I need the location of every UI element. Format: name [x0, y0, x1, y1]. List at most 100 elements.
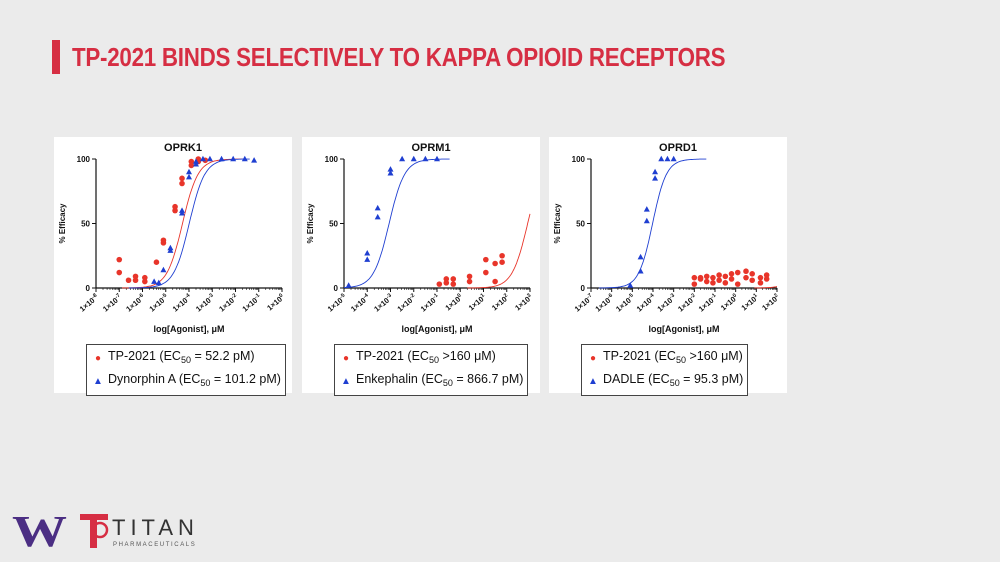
data-point — [483, 269, 489, 276]
data-point — [637, 268, 644, 274]
slide-title: TP-2021 BINDS SELECTIVELY TO KAPPA OPIOI… — [72, 42, 726, 72]
data-point — [716, 277, 722, 284]
legend-label: TP-2021 (EC50 >160 μM) — [356, 349, 496, 365]
data-point — [364, 256, 371, 262]
data-point — [691, 274, 698, 281]
data-point — [186, 173, 192, 180]
x-tick-label: 1×100 — [719, 293, 740, 313]
y-tick-label: 0 — [86, 284, 91, 293]
data-point — [142, 274, 148, 281]
data-point — [116, 256, 123, 263]
data-point — [749, 271, 755, 277]
x-tick-label: 1×10-8 — [78, 293, 100, 314]
data-point — [763, 276, 770, 282]
data-point — [399, 155, 406, 162]
x-tick-label: 1×10-5 — [614, 293, 636, 314]
x-tick-label: 1×102 — [760, 293, 781, 313]
data-point — [763, 272, 770, 278]
data-point — [422, 155, 429, 162]
data-point — [387, 169, 394, 176]
data-point — [345, 282, 352, 288]
data-point — [153, 259, 160, 265]
data-point — [637, 253, 644, 260]
data-point — [167, 244, 174, 251]
data-point — [466, 278, 473, 285]
data-point — [188, 162, 195, 169]
x-tick-label: 1×10-3 — [655, 293, 677, 314]
legend-entry: ▲ Dynorphin A (EC50 = 101.2 pM) — [91, 370, 281, 393]
title-accent-bar — [52, 40, 60, 74]
x-tick-label: 1×10-5 — [326, 293, 348, 314]
data-point — [492, 278, 498, 285]
chart-title: OPRK1 — [164, 142, 202, 154]
data-point — [710, 274, 716, 281]
data-point — [443, 280, 450, 286]
data-point — [179, 207, 186, 213]
legend-entry: ▲ Enkephalin (EC50 = 866.7 pM) — [339, 370, 523, 393]
titan-logo-icon — [80, 514, 109, 548]
x-tick-label: 1×10-1 — [241, 293, 263, 314]
x-tick-label: 1×102 — [490, 293, 511, 313]
chart-panel-oprk1: OPRK1 0 50 100% Efficacy 1×10-8 1×10-7 1×10-6 1… — [54, 137, 292, 396]
data-point — [734, 281, 741, 287]
x-axis-label: log[Agonist], μM — [402, 324, 473, 334]
x-tick-label: 1×100 — [443, 293, 464, 313]
x-tick-label: 1×10-7 — [573, 293, 595, 314]
uw-logo: W — [12, 507, 67, 556]
fit-curve — [343, 158, 450, 289]
data-point — [466, 273, 473, 280]
x-tick-label: 1×10-6 — [593, 293, 615, 314]
data-point — [749, 277, 755, 284]
legend-label: TP-2021 (EC50 >160 μM) — [603, 349, 743, 365]
y-tick-label: 100 — [325, 155, 339, 164]
data-point — [734, 269, 741, 276]
legend-oprd1: ● TP-2021 (EC50 >160 μM) ▲ DADLE (EC50 = 95… — [581, 344, 749, 396]
data-point — [387, 166, 394, 172]
x-tick-label: 1×10-2 — [396, 293, 418, 314]
data-point — [499, 252, 505, 259]
chart-title: OPRD1 — [659, 142, 697, 154]
x-tick-label: 1×10-4 — [635, 292, 658, 314]
legend-oprm1: ● TP-2021 (EC50 >160 μM) ▲ Enkephalin (EC50… — [334, 344, 529, 396]
x-tick-label: 1×10-2 — [217, 293, 239, 314]
y-tick-label: 100 — [572, 155, 586, 164]
data-point — [230, 155, 237, 162]
x-tick-label: 1×10-2 — [676, 293, 698, 314]
x-tick-label: 1×10-3 — [194, 293, 216, 314]
data-point — [151, 278, 158, 284]
legend-entry: ● TP-2021 (EC50 >160 μM) — [339, 347, 523, 370]
y-axis-label: % Efficacy — [553, 203, 562, 244]
data-point — [206, 155, 213, 162]
data-point — [652, 168, 659, 175]
titan-logo-word: TITAN — [112, 515, 199, 540]
legend-label: DADLE (EC50 = 95.3 pM) — [603, 372, 744, 388]
data-point — [643, 206, 650, 212]
y-tick-label: 0 — [581, 284, 586, 293]
data-point — [199, 155, 206, 162]
data-point — [160, 266, 167, 273]
legend-label: Dynorphin A (EC50 = 101.2 pM) — [108, 372, 281, 388]
chart-title: OPRM1 — [411, 142, 450, 154]
data-point — [179, 180, 185, 187]
x-tick-label: 1×10-3 — [372, 293, 394, 314]
data-point — [722, 273, 729, 280]
data-point — [757, 280, 764, 286]
data-point — [483, 256, 489, 263]
data-point — [160, 237, 167, 244]
y-tick-label: 0 — [334, 284, 339, 293]
data-point — [757, 274, 764, 281]
data-point — [499, 259, 505, 265]
y-axis-label: % Efficacy — [58, 203, 67, 244]
data-point — [218, 155, 225, 162]
data-point — [410, 155, 417, 162]
legend-marker: ▲ — [93, 376, 103, 387]
data-point — [450, 276, 457, 282]
data-point — [652, 175, 659, 181]
data-point — [251, 157, 258, 163]
legend-entry: ● TP-2021 (EC50 >160 μM) — [586, 347, 743, 370]
x-tick-label: 1×103 — [513, 293, 534, 313]
data-point — [434, 155, 440, 162]
data-point — [364, 249, 371, 256]
